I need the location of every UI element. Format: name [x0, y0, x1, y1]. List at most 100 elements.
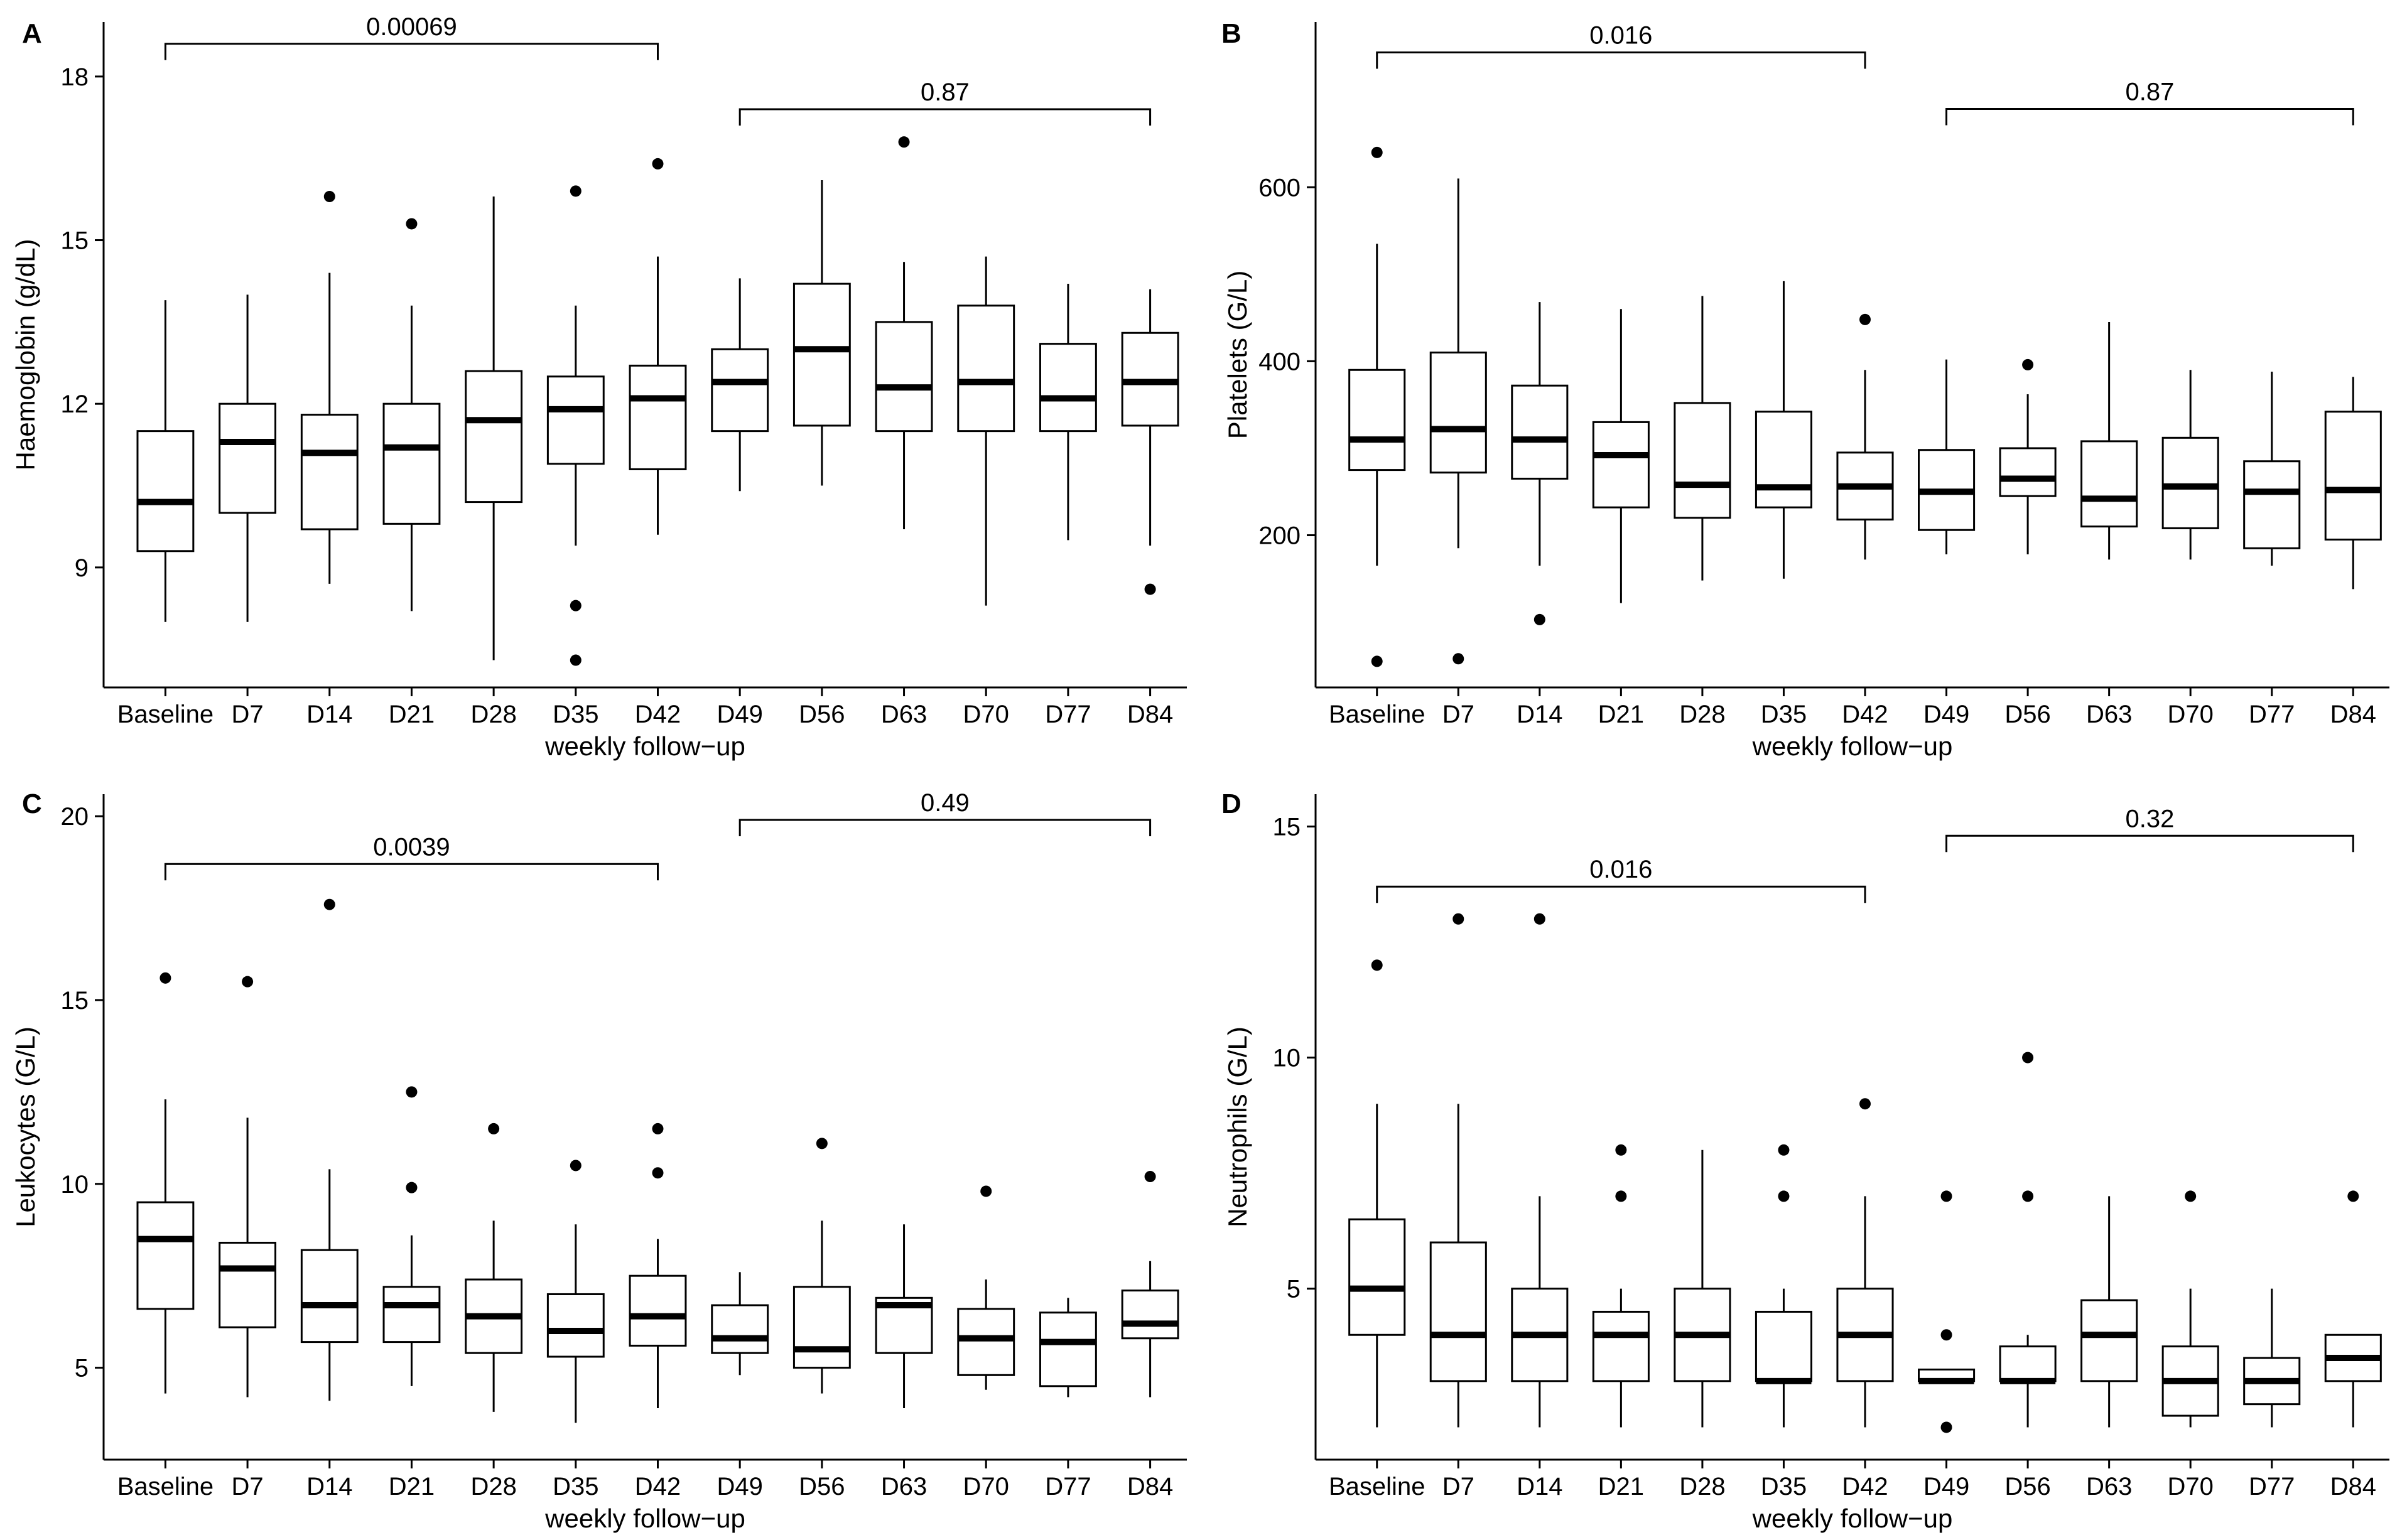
panel-d-x-tick-label: D56	[2004, 1473, 2050, 1500]
panel-a: A 9 12 15 18 Baseline D7 D14 D21 D28 D35 D42 D49 D56 D…	[11, 13, 1187, 761]
panel-a-box-d21	[382, 218, 441, 611]
outlier-point	[570, 185, 581, 197]
outlier-point	[1778, 1190, 1790, 1202]
panel-d-box-d77	[2243, 1288, 2301, 1428]
panel-a-p-value-label: 0.00069	[366, 13, 457, 41]
panel-a-box-d28	[465, 197, 523, 660]
panel-a-x-tick-label: D28	[470, 701, 516, 728]
outlier-point	[2347, 1190, 2359, 1202]
panel-a-x-tick-label: D21	[389, 701, 435, 728]
panel-a-box-d77	[1039, 284, 1097, 541]
panel-a-x-tick-label: D49	[717, 701, 762, 728]
panel-c-box-d77	[1039, 1298, 1097, 1397]
panel-a-x-tick-label: D56	[799, 701, 845, 728]
panel-c-box-d21	[382, 1086, 441, 1386]
panel-a-y-tick-label: 9	[75, 554, 89, 582]
panel-c-box-d14	[300, 898, 359, 1401]
panel-a-comparison-bracket-1	[164, 43, 659, 60]
panel-c-comparison-bracket-1	[164, 863, 659, 881]
outlier-point	[1940, 1421, 1952, 1433]
panel-a-x-tick-label: D7	[232, 701, 264, 728]
panel-c-x-tick-label: D14	[306, 1473, 352, 1500]
panel-a-x-tick-label: D42	[635, 701, 681, 728]
outlier-point	[898, 136, 910, 148]
panel-a-box-d7	[219, 294, 277, 622]
panel-d-x-tick-label: D63	[2086, 1473, 2132, 1500]
panel-c-p-value-label: 0.0039	[373, 833, 450, 861]
panel-a-comparison-bracket-2	[738, 108, 1152, 126]
panel-a-box-d70	[957, 256, 1015, 606]
panel-b-p-value-label: 0.016	[1589, 21, 1652, 49]
outlier-point	[1144, 583, 1156, 595]
interquartile-box	[629, 364, 687, 470]
outlier-point	[1859, 313, 1871, 325]
panel-d-box-d63	[2080, 1196, 2138, 1428]
panel-b-x-tick-label: D7	[1442, 701, 1474, 728]
panel-c-x-tick-label: D28	[470, 1473, 516, 1500]
outlier-point	[323, 191, 335, 203]
panel-b: B 200 400 600 Baseline D7 D14 D21 D28 D35 D42 D49 D5…	[1221, 18, 2389, 761]
panel-d-box-d7	[1429, 913, 1487, 1428]
panel-d-x-tick-label: D35	[1761, 1473, 1807, 1500]
panel-c-box-d42	[629, 1123, 687, 1409]
panel-b-x-tick-label: D49	[1923, 701, 1969, 728]
panel-b-letter: B	[1221, 18, 1241, 49]
outlier-point	[1615, 1190, 1627, 1202]
interquartile-box	[2243, 460, 2301, 549]
outlier-point	[1533, 613, 1545, 625]
panel-b-x-tick-label: D84	[2330, 701, 2376, 728]
outlier-point	[570, 1160, 581, 1171]
panel-a-x-tick-label: D84	[1127, 701, 1173, 728]
panel-c-x-tick-label: D56	[799, 1473, 845, 1500]
outlier-point	[652, 158, 664, 170]
panel-d-comparison-bracket-2	[1945, 834, 2354, 853]
panel-c: C 5 10 15 20 Baseline D7 D14 D21 D28 D35 D42 D49 D56 D…	[11, 789, 1187, 1533]
panel-d-x-tick-label: D14	[1517, 1473, 1562, 1500]
interquartile-box	[957, 1308, 1015, 1376]
panel-d-comparison-bracket-1	[1376, 885, 1866, 903]
panel-a-y-axis-title: Haemoglobin (g/dL)	[11, 239, 40, 471]
panel-d-x-tick-label: D70	[2167, 1473, 2213, 1500]
panel-c-x-tick-label: D21	[389, 1473, 435, 1500]
panel-b-comparison-bracket-2	[1945, 108, 2354, 126]
panel-c-box-d70	[957, 1185, 1015, 1390]
outlier-point	[488, 1123, 500, 1134]
interquartile-box	[1511, 384, 1569, 480]
panel-c-x-tick-label: D7	[232, 1473, 264, 1500]
interquartile-box	[1348, 369, 1406, 471]
panel-c-y-axis-title: Leukocytes (G/L)	[11, 1026, 40, 1227]
panel-c-x-tick-label: D84	[1127, 1473, 1173, 1500]
interquartile-box	[219, 1241, 277, 1328]
panel-a-box-d56	[792, 180, 851, 486]
panel-c-x-tick-label: D42	[635, 1473, 681, 1500]
panel-d-x-axis-title: weekly follow−up	[1752, 1504, 1953, 1533]
panel-c-box-d56	[792, 1138, 851, 1394]
interquartile-box	[711, 1304, 769, 1354]
panel-a-y-tick-label: 18	[61, 63, 89, 91]
panel-b-x-tick-label: D28	[1679, 701, 1725, 728]
outlier-point	[1533, 913, 1545, 925]
outlier-point	[652, 1167, 664, 1179]
panel-d-box-d35	[1755, 1144, 1813, 1428]
panel-d: D 5 10 15 Baseline D7 D14 D21 D28 D35 D42 D49 D56 D63…	[1221, 789, 2389, 1533]
panel-c-box-d63	[875, 1224, 933, 1409]
panel-c-p-value-label: 0.49	[921, 789, 970, 817]
panel-b-x-axis-title: weekly follow−up	[1752, 731, 1953, 761]
panel-c-x-tick-label: D63	[881, 1473, 927, 1500]
interquartile-box	[1674, 402, 1731, 519]
panel-d-box-d56	[1999, 1052, 2057, 1428]
panel-b-x-tick-label: D56	[2004, 701, 2050, 728]
interquartile-box	[546, 375, 605, 465]
panel-b-box-d7	[1429, 178, 1487, 665]
panel-a-y-tick-label: 12	[61, 390, 89, 418]
outlier-point	[1940, 1329, 1952, 1341]
outlier-point	[323, 898, 335, 910]
panel-a-x-tick-label: D14	[306, 701, 352, 728]
panel-a-x-tick-label: D35	[553, 701, 598, 728]
interquartile-box	[219, 402, 277, 514]
interquartile-box	[1755, 1310, 1813, 1382]
outlier-point	[1859, 1098, 1871, 1110]
outlier-point	[406, 218, 418, 230]
panel-a-box-baseline	[136, 300, 195, 622]
